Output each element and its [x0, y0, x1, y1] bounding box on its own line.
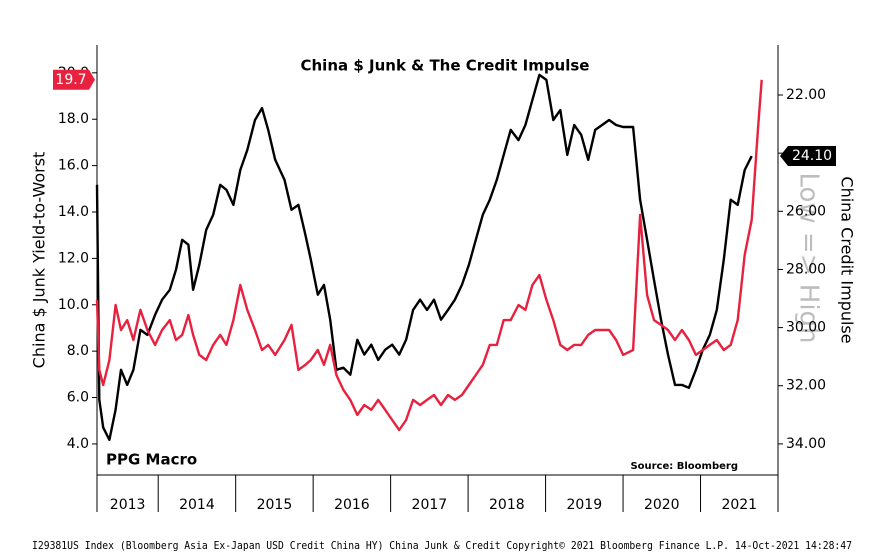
y-tick-label: 18.0 [58, 111, 89, 127]
x-tick-label: 2018 [489, 497, 525, 513]
y-tick-label: 12.0 [58, 250, 89, 266]
last-value-tag [780, 146, 836, 167]
x-tick-label: 2013 [110, 497, 146, 513]
y2-tick-label: 26.00 [786, 203, 826, 219]
y2-tick-label: 28.00 [786, 261, 826, 277]
y2-tick-label: 34.00 [786, 436, 826, 452]
y-tick-label: 16.0 [58, 158, 89, 174]
watermark: Low => High [794, 172, 824, 343]
last-value-tag [53, 69, 95, 90]
series-line [95, 73, 753, 441]
x-tick-label: 2016 [334, 497, 370, 513]
y-tick-label: 14.0 [58, 204, 89, 220]
y2-tick-label: 22.00 [786, 87, 826, 103]
chart-title: China $ Junk & The Credit Impulse [301, 57, 590, 75]
y-tick-label: 10.0 [58, 297, 89, 313]
last-value-label: 24.10 [792, 148, 832, 164]
series-line [95, 79, 763, 432]
y-axis-label: China $ Junk Yield-to-Worst [30, 152, 49, 369]
x-tick-label: 2015 [257, 497, 293, 513]
brand: PPG Macro [106, 451, 197, 469]
x-tick-label: 2021 [721, 497, 757, 513]
last-value-label: 19.7 [55, 72, 86, 88]
x-tick-label: 2014 [179, 497, 215, 513]
y-tick-label: 4.0 [67, 436, 89, 452]
y-tick-label: 8.0 [67, 343, 89, 359]
x-tick-label: 2019 [566, 497, 602, 513]
source: Source: Bloomberg [630, 461, 738, 472]
x-tick-label: 2020 [644, 497, 680, 513]
footer: I29381US Index (Bloomberg Asia Ex-Japan … [32, 540, 852, 552]
y-tick-label: 6.0 [67, 390, 89, 406]
y2-tick-label: 32.00 [786, 378, 826, 394]
y2-tick-label: 30.00 [786, 320, 826, 336]
y2-axis-label: China Credit Impulse [838, 176, 857, 343]
x-tick-label: 2017 [412, 497, 448, 513]
